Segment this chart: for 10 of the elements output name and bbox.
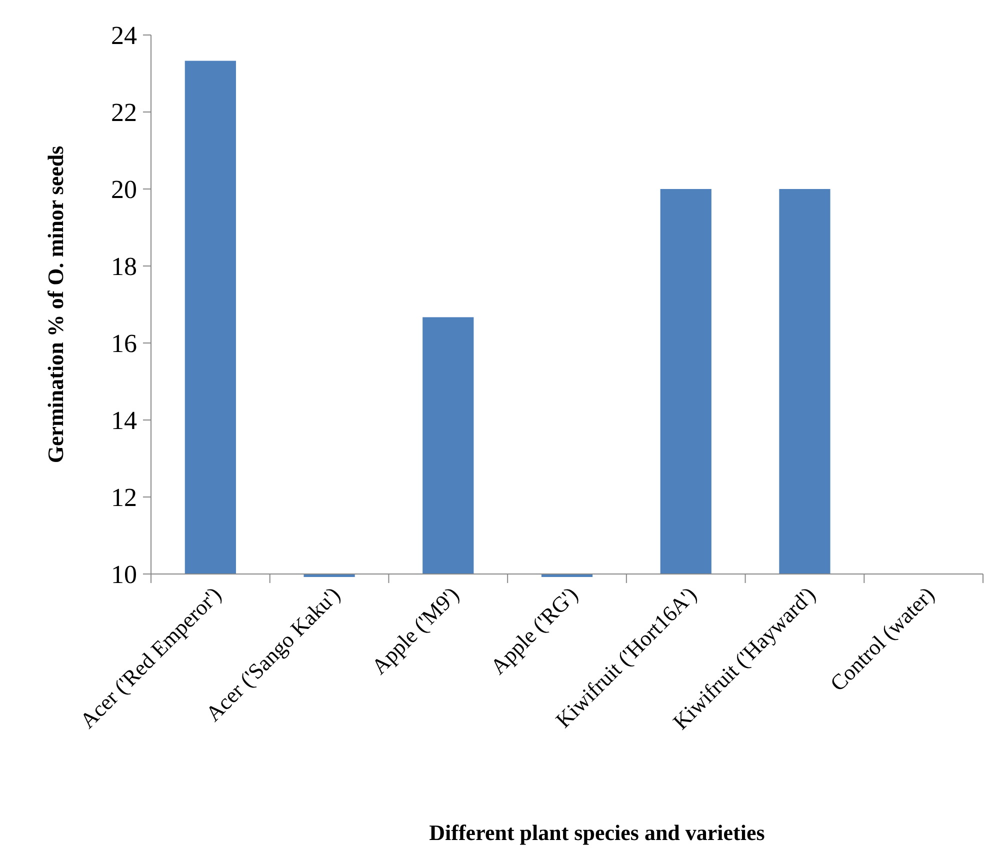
y-tick-label: 18 xyxy=(111,252,137,282)
y-tick-label: 22 xyxy=(111,98,137,128)
y-tick-label: 12 xyxy=(111,483,137,512)
y-tick-label: 24 xyxy=(111,21,137,50)
y-tick-label: 16 xyxy=(111,329,137,358)
x-axis-title: Different plant species and varieties xyxy=(429,820,766,845)
y-tick-label: 20 xyxy=(111,175,137,204)
y-axis-title: Germination % of O. minor seeds xyxy=(43,145,68,464)
y-tick-label: 10 xyxy=(111,560,137,590)
y-tick-label: 14 xyxy=(111,406,137,436)
